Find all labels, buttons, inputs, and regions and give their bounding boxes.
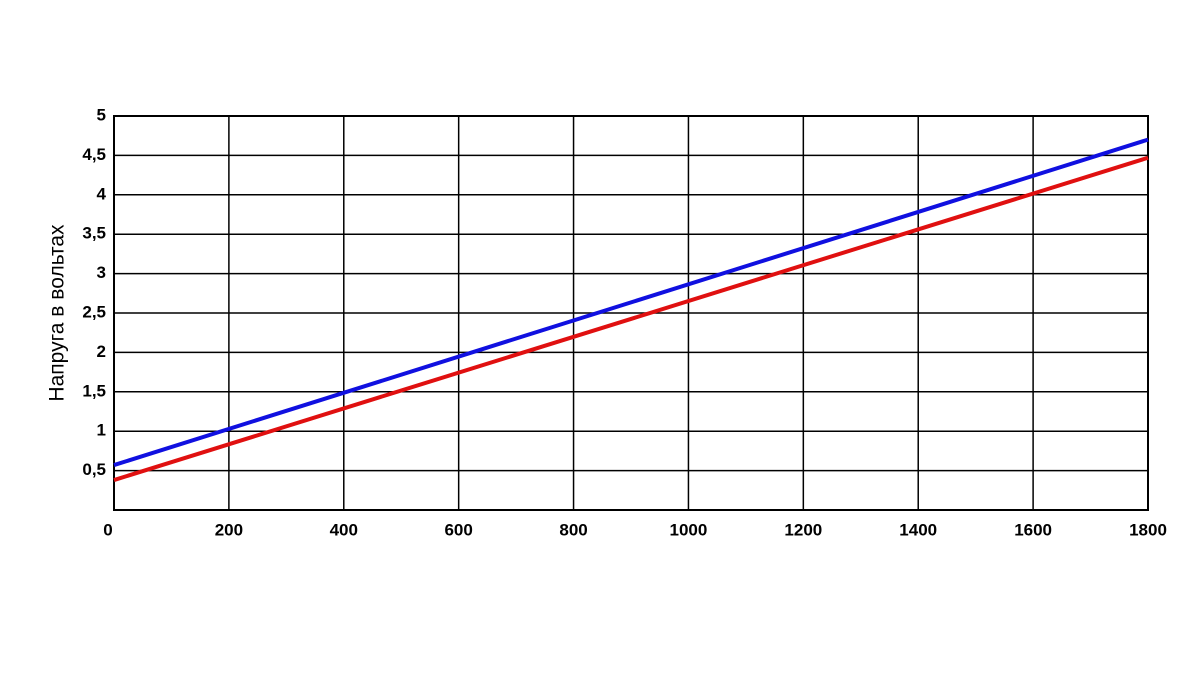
x-tick-label: 1600 (1014, 520, 1052, 539)
data-line (113, 137, 1149, 467)
data-line (113, 155, 1149, 482)
y-tick-label: 3 (97, 263, 106, 282)
y-tick-label: 1 (97, 421, 106, 440)
y-tick-label: 4,5 (82, 145, 106, 164)
y-tick-label: 3,5 (82, 224, 106, 243)
x-tick-label: 200 (215, 520, 243, 539)
x-tick-label: 1400 (899, 520, 937, 539)
x-tick-label: 800 (559, 520, 587, 539)
y-tick-label: 0,5 (82, 460, 106, 479)
y-tick-label: 1,5 (82, 381, 106, 400)
x-tick-label: 600 (444, 520, 472, 539)
y-tick-label: 2,5 (82, 302, 106, 321)
y-tick-label: 4 (97, 184, 107, 203)
y-tick-label: 2 (97, 342, 106, 361)
x-tick-label: 1000 (670, 520, 708, 539)
x-tick-label: 0 (103, 520, 112, 539)
x-tick-label: 400 (330, 520, 358, 539)
x-tick-label: 1800 (1129, 520, 1167, 539)
x-tick-label: 1200 (784, 520, 822, 539)
y-axis-label: Напруга в вольтах (46, 224, 69, 402)
y-tick-label: 5 (97, 105, 106, 124)
